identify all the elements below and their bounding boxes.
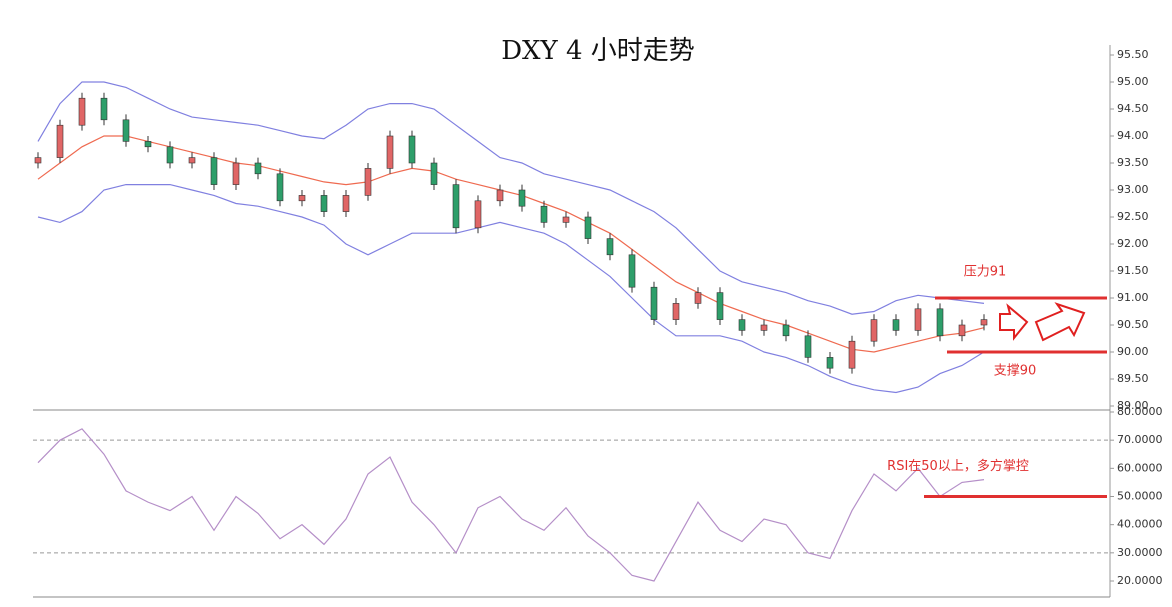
- candle-body: [804, 335, 812, 358]
- y-tick-label: 91.50: [1117, 264, 1149, 277]
- candle-body: [914, 308, 922, 331]
- candle-body: [100, 97, 108, 121]
- y-tick-label: 40.0000: [1117, 518, 1163, 531]
- candle-body: [298, 195, 306, 202]
- annotation: 压力91: [964, 265, 1007, 280]
- y-tick-label: 91.00: [1117, 291, 1149, 304]
- candle-body: [694, 292, 702, 304]
- y-tick-label: 93.50: [1117, 156, 1149, 169]
- candle-body: [320, 195, 328, 212]
- y-tick-label: 95.00: [1117, 75, 1149, 88]
- candle-body: [34, 157, 42, 164]
- y-tick-label: 90.00: [1117, 345, 1149, 358]
- y-tick-label: 93.00: [1117, 183, 1149, 196]
- candle-body: [738, 319, 746, 331]
- candle-body: [606, 238, 614, 256]
- candle-body: [254, 162, 262, 175]
- candle-body: [628, 254, 636, 288]
- annotation: 支撑90: [994, 364, 1037, 379]
- band-line: [37, 81, 985, 315]
- y-tick-label: 50.0000: [1117, 490, 1163, 503]
- y-tick-label: 94.50: [1117, 102, 1149, 115]
- candle-body: [452, 184, 460, 229]
- y-tick-label: 90.50: [1117, 318, 1149, 331]
- candle-body: [826, 357, 834, 369]
- candle-body: [56, 124, 64, 158]
- candle-body: [78, 97, 86, 126]
- candle-body: [210, 157, 218, 185]
- candle-body: [518, 189, 526, 207]
- y-tick-label: 89.50: [1117, 372, 1149, 385]
- candle-body: [760, 324, 768, 331]
- candle-body: [936, 308, 944, 337]
- candle-body: [386, 135, 394, 169]
- y-tick-label: 80.0000: [1117, 405, 1163, 418]
- y-tick-label: 92.50: [1117, 210, 1149, 223]
- candle-body: [166, 146, 174, 164]
- candle-body: [892, 319, 900, 331]
- arrow: [1034, 302, 1086, 342]
- y-tick-label: 89.00: [1117, 399, 1149, 412]
- candle-body: [870, 319, 878, 342]
- candle-body: [188, 157, 196, 164]
- candle-body: [342, 195, 350, 212]
- y-tick-label: 95.50: [1117, 48, 1149, 61]
- y-tick-label: 92.00: [1117, 237, 1149, 250]
- candle-body: [276, 173, 284, 202]
- candle-body: [650, 286, 658, 320]
- candle-body: [474, 200, 482, 229]
- arrow: [999, 303, 1029, 341]
- y-tick-label: 70.0000: [1117, 433, 1163, 446]
- annotation: RSI在50以上，多方掌控: [887, 458, 1029, 474]
- candle-body: [584, 216, 592, 239]
- band-line: [37, 135, 985, 353]
- candle-body: [144, 141, 152, 148]
- chart-title: DXY 4 小时走势: [501, 36, 695, 66]
- candle-body: [430, 162, 438, 185]
- candle-body: [562, 216, 570, 223]
- candle-body: [958, 324, 966, 337]
- rsi-line: [37, 428, 985, 582]
- candle-body: [364, 168, 372, 196]
- y-tick-label: 94.00: [1117, 129, 1149, 142]
- candle-body: [716, 292, 724, 320]
- y-tick-label: 20.0000: [1117, 574, 1163, 587]
- candle-body: [848, 340, 856, 369]
- candle-body: [232, 162, 240, 185]
- y-tick-label: 30.0000: [1117, 546, 1163, 559]
- candle-body: [980, 319, 988, 326]
- y-tick-label: 60.0000: [1117, 461, 1163, 474]
- band-line: [37, 184, 985, 394]
- candle-body: [122, 119, 130, 142]
- candle-body: [782, 324, 790, 337]
- candle-body: [496, 189, 504, 202]
- candle-body: [408, 135, 416, 164]
- candle-body: [672, 303, 680, 320]
- candle-body: [540, 205, 548, 223]
